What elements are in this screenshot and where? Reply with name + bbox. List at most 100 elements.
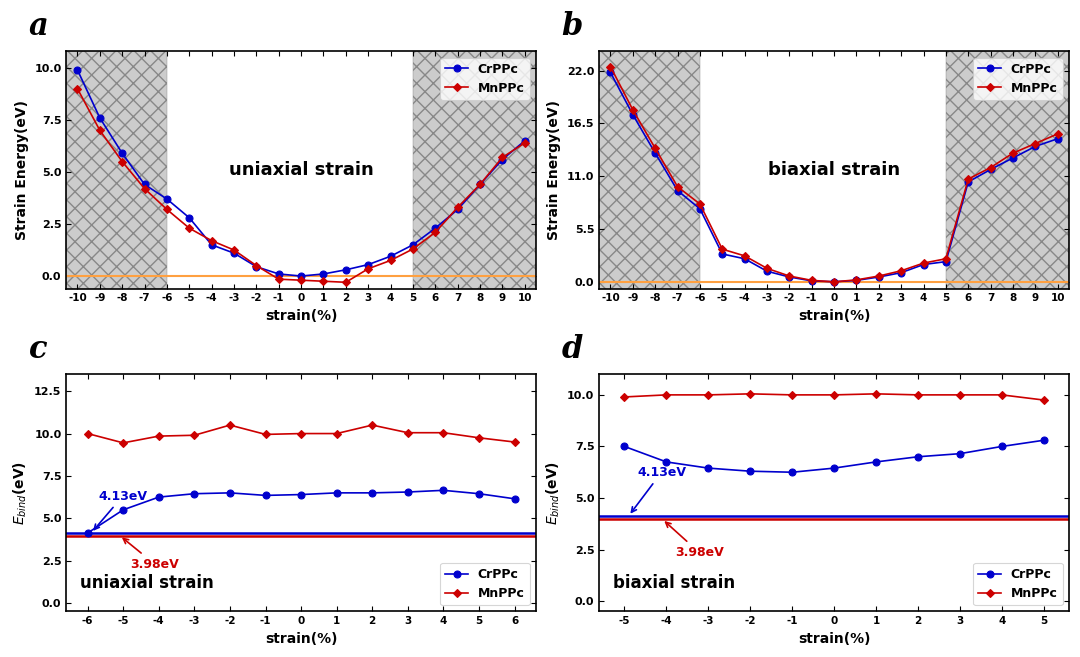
MnPPc: [626, 106, 639, 114]
MnPPc: [827, 391, 840, 399]
MnPPc: [183, 224, 195, 232]
MnPPc: [437, 429, 450, 437]
Legend: CrPPc, MnPPc: CrPPc, MnPPc: [441, 58, 529, 100]
MnPPc: [744, 390, 757, 397]
CrPPc: [912, 453, 924, 461]
MnPPc: [116, 158, 129, 166]
CrPPc: [917, 261, 930, 269]
CrPPc: [339, 266, 352, 274]
CrPPc: [116, 149, 129, 157]
MnPPc: [330, 430, 343, 438]
MnPPc: [161, 206, 174, 214]
MnPPc: [618, 393, 631, 401]
MnPPc: [716, 245, 729, 253]
CrPPc: [249, 263, 262, 271]
MnPPc: [660, 391, 673, 399]
MnPPc: [295, 430, 308, 438]
MnPPc: [93, 126, 106, 134]
CrPPc: [183, 214, 195, 221]
CrPPc: [295, 272, 308, 280]
MnPPc: [912, 391, 924, 399]
MnPPc: [783, 272, 796, 280]
CrPPc: [618, 443, 631, 451]
Line: MnPPc: MnPPc: [621, 391, 1047, 403]
Text: c: c: [29, 334, 48, 365]
CrPPc: [402, 488, 415, 496]
CrPPc: [660, 458, 673, 466]
MnPPc: [1051, 130, 1064, 138]
CrPPc: [649, 149, 662, 157]
MnPPc: [827, 278, 840, 286]
Legend: CrPPc, MnPPc: CrPPc, MnPPc: [973, 563, 1063, 605]
MnPPc: [1029, 139, 1042, 147]
MnPPc: [984, 164, 997, 171]
MnPPc: [362, 265, 375, 273]
MnPPc: [259, 430, 272, 438]
Y-axis label: $E_{bind}$(eV): $E_{bind}$(eV): [11, 461, 28, 525]
CrPPc: [259, 491, 272, 499]
MnPPc: [71, 85, 84, 93]
MnPPc: [518, 139, 531, 147]
X-axis label: strain(%): strain(%): [798, 309, 870, 323]
CrPPc: [451, 206, 464, 214]
MnPPc: [152, 432, 165, 440]
MnPPc: [318, 277, 330, 285]
MnPPc: [785, 391, 798, 399]
Text: biaxial strain: biaxial strain: [613, 574, 735, 593]
CrPPc: [827, 464, 840, 472]
Text: 4.13eV: 4.13eV: [632, 466, 686, 512]
CrPPc: [604, 68, 617, 76]
MnPPc: [738, 252, 751, 260]
MnPPc: [224, 421, 237, 429]
MnPPc: [508, 438, 521, 446]
MnPPc: [649, 145, 662, 152]
MnPPc: [604, 62, 617, 70]
Line: MnPPc: MnPPc: [607, 64, 1061, 285]
MnPPc: [473, 181, 486, 189]
CrPPc: [71, 66, 84, 74]
CrPPc: [205, 241, 218, 249]
MnPPc: [873, 272, 886, 280]
MnPPc: [406, 245, 419, 253]
MnPPc: [940, 255, 953, 263]
Y-axis label: Strain Energy(eV): Strain Energy(eV): [15, 100, 29, 240]
CrPPc: [984, 166, 997, 173]
Line: CrPPc: CrPPc: [84, 487, 518, 537]
CrPPc: [702, 464, 715, 472]
CrPPc: [117, 506, 130, 514]
CrPPc: [940, 258, 953, 265]
CrPPc: [330, 489, 343, 497]
CrPPc: [894, 269, 907, 277]
CrPPc: [366, 489, 379, 497]
CrPPc: [996, 443, 1009, 451]
Line: MnPPc: MnPPc: [84, 422, 517, 446]
MnPPc: [81, 430, 94, 438]
MnPPc: [366, 421, 379, 429]
MnPPc: [671, 183, 684, 191]
MnPPc: [472, 434, 485, 442]
CrPPc: [429, 224, 442, 232]
CrPPc: [272, 270, 285, 278]
CrPPc: [518, 137, 531, 145]
MnPPc: [702, 391, 715, 399]
CrPPc: [152, 493, 165, 501]
Line: CrPPc: CrPPc: [75, 66, 528, 279]
Text: d: d: [562, 334, 583, 365]
CrPPc: [806, 277, 819, 284]
X-axis label: strain(%): strain(%): [265, 309, 337, 323]
MnPPc: [760, 264, 773, 272]
CrPPc: [384, 252, 397, 260]
CrPPc: [406, 241, 419, 249]
Text: 4.13eV: 4.13eV: [94, 489, 147, 530]
CrPPc: [873, 273, 886, 281]
CrPPc: [869, 458, 882, 466]
MnPPc: [188, 431, 201, 439]
Line: MnPPc: MnPPc: [75, 85, 528, 285]
Text: biaxial strain: biaxial strain: [768, 161, 900, 179]
CrPPc: [228, 249, 241, 257]
Text: 3.98eV: 3.98eV: [665, 522, 724, 559]
MnPPc: [962, 175, 975, 183]
Legend: CrPPc, MnPPc: CrPPc, MnPPc: [973, 58, 1063, 100]
MnPPc: [228, 246, 241, 254]
CrPPc: [508, 495, 521, 503]
